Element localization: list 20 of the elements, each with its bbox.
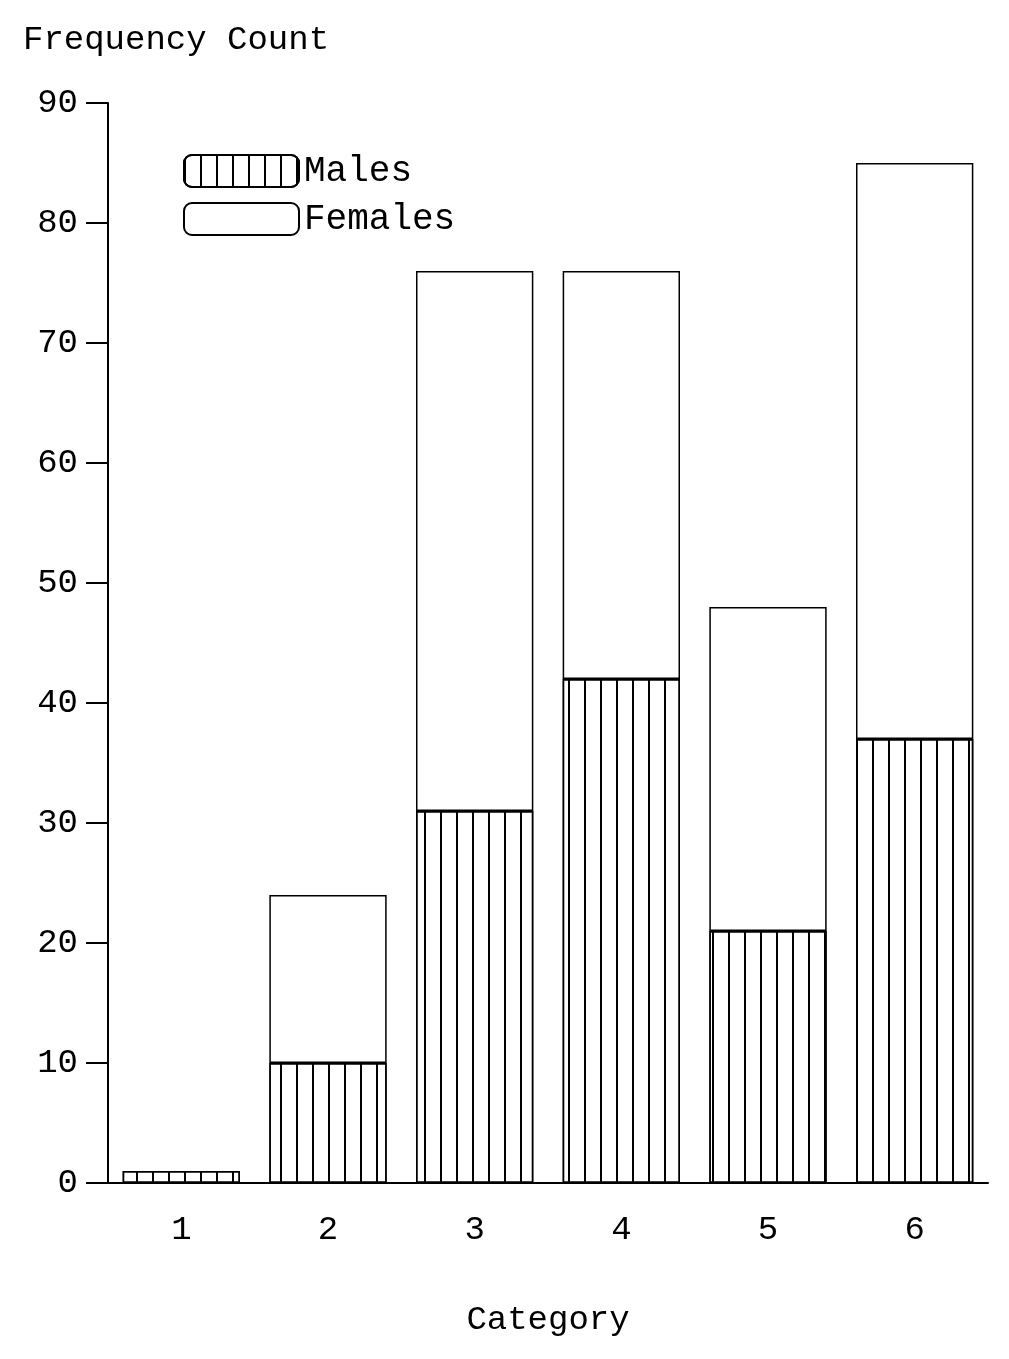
legend-label: Males bbox=[304, 150, 413, 192]
y-tick-label: 30 bbox=[37, 804, 78, 842]
y-tick-label: 0 bbox=[57, 1164, 78, 1202]
y-tick-label: 20 bbox=[37, 924, 78, 962]
y-tick-label: 90 bbox=[37, 84, 78, 122]
x-tick-label: 4 bbox=[611, 1211, 632, 1249]
y-tick-label: 80 bbox=[37, 204, 78, 242]
y-axis-title: Frequency Count bbox=[23, 21, 330, 59]
y-tick-label: 60 bbox=[37, 444, 78, 482]
x-tick-label: 3 bbox=[464, 1211, 485, 1249]
x-axis-title: Category bbox=[466, 1301, 630, 1339]
y-tick-label: 50 bbox=[37, 564, 78, 602]
x-tick-label: 6 bbox=[904, 1211, 925, 1249]
x-tick-label: 1 bbox=[171, 1211, 192, 1249]
legend-label: Females bbox=[304, 198, 456, 240]
x-tick-label: 5 bbox=[757, 1211, 779, 1249]
y-tick-label: 40 bbox=[37, 684, 78, 722]
x-tick-label: 2 bbox=[317, 1211, 339, 1249]
y-tick-label: 10 bbox=[37, 1044, 78, 1082]
y-tick-label: 70 bbox=[37, 324, 78, 362]
